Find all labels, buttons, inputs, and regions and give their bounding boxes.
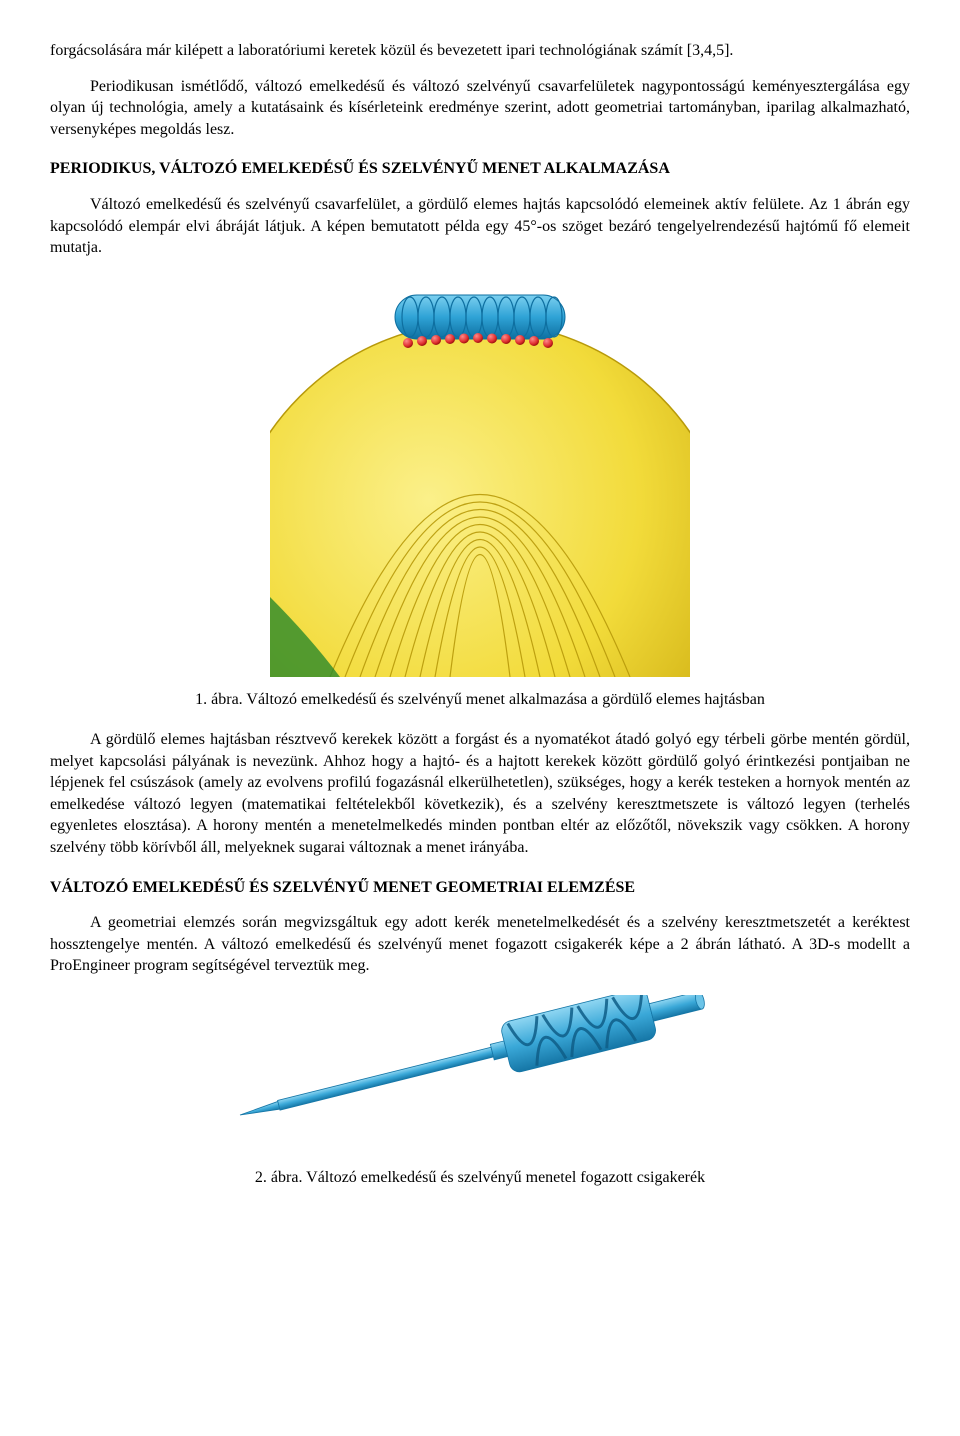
- figure-1: [50, 277, 910, 684]
- paragraph-intro-1: forgácsolására már kilépett a laboratóri…: [50, 40, 910, 62]
- paragraph-intro-2: Periodikusan ismétlődő, változó emelkedé…: [50, 76, 910, 141]
- heading-section-2: VÁLTOZÓ EMELKEDÉSŰ ÉS SZELVÉNYŰ MENET GE…: [50, 877, 910, 899]
- heading-section-1: PERIODIKUS, VÁLTOZÓ EMELKEDÉSŰ ÉS SZELVÉ…: [50, 158, 910, 180]
- paragraph-section1-2: A gördülő elemes hajtásban résztvevő ker…: [50, 729, 910, 859]
- figure-1-caption: 1. ábra. Változó emelkedésű és szelvényű…: [50, 689, 910, 711]
- figure-2-svg: [220, 995, 740, 1155]
- figure-2-caption: 2. ábra. Változó emelkedésű és szelvényű…: [50, 1167, 910, 1189]
- figure-1-svg: [270, 277, 690, 677]
- paragraph-section2-1: A geometriai elemzés során megvizsgáltuk…: [50, 912, 910, 977]
- figure-2: [50, 995, 910, 1162]
- paragraph-section1-1: Változó emelkedésű és szelvényű csavarfe…: [50, 194, 910, 259]
